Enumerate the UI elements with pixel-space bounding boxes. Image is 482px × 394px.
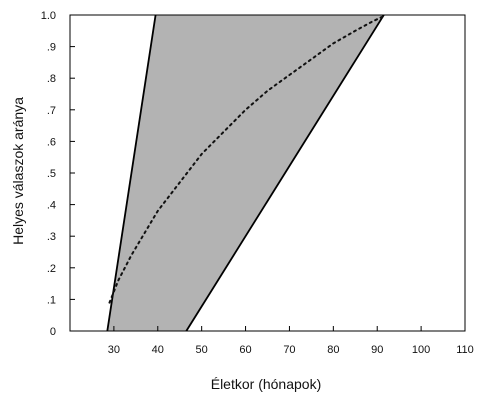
y-axis-title: Helyes válaszok aránya <box>10 97 26 245</box>
y-tick-label: .2 <box>47 263 56 275</box>
y-axis: 0 .1 .2 .3 .4 .5 .6 .7 .8 .9 1.0 <box>41 10 75 338</box>
x-tick-label: 90 <box>371 344 383 356</box>
upper-boundary-line <box>106 14 157 332</box>
lower-boundary-line <box>185 14 385 332</box>
x-tick-label: 110 <box>456 344 474 356</box>
y-tick-label: .5 <box>47 168 56 180</box>
x-tick-label: 50 <box>196 344 208 356</box>
y-tick-label: .3 <box>47 231 56 243</box>
y-tick-label: .8 <box>47 73 56 85</box>
x-tick-label: 60 <box>239 344 251 356</box>
y-tick-label: .4 <box>47 200 56 212</box>
x-tick-label: 80 <box>327 344 339 356</box>
y-tick-label: .7 <box>47 105 56 117</box>
x-tick-label: 30 <box>108 344 120 356</box>
y-tick-label: .9 <box>47 42 56 54</box>
y-tick-label: .1 <box>47 294 56 306</box>
x-tick-label: 40 <box>152 344 164 356</box>
y-tick-label: 0 <box>50 326 56 338</box>
x-tick-label: 70 <box>283 344 295 356</box>
x-axis-title: Életkor (hónapok) <box>211 376 322 392</box>
y-tick-label: 1.0 <box>41 10 56 22</box>
x-tick-label: 100 <box>412 344 430 356</box>
y-tick-label: .6 <box>47 136 56 148</box>
dotted-curve <box>108 14 387 304</box>
shaded-band <box>107 15 384 331</box>
plot-area <box>69 14 466 332</box>
x-axis: 30 40 50 60 70 80 90 100 110 <box>108 326 474 356</box>
